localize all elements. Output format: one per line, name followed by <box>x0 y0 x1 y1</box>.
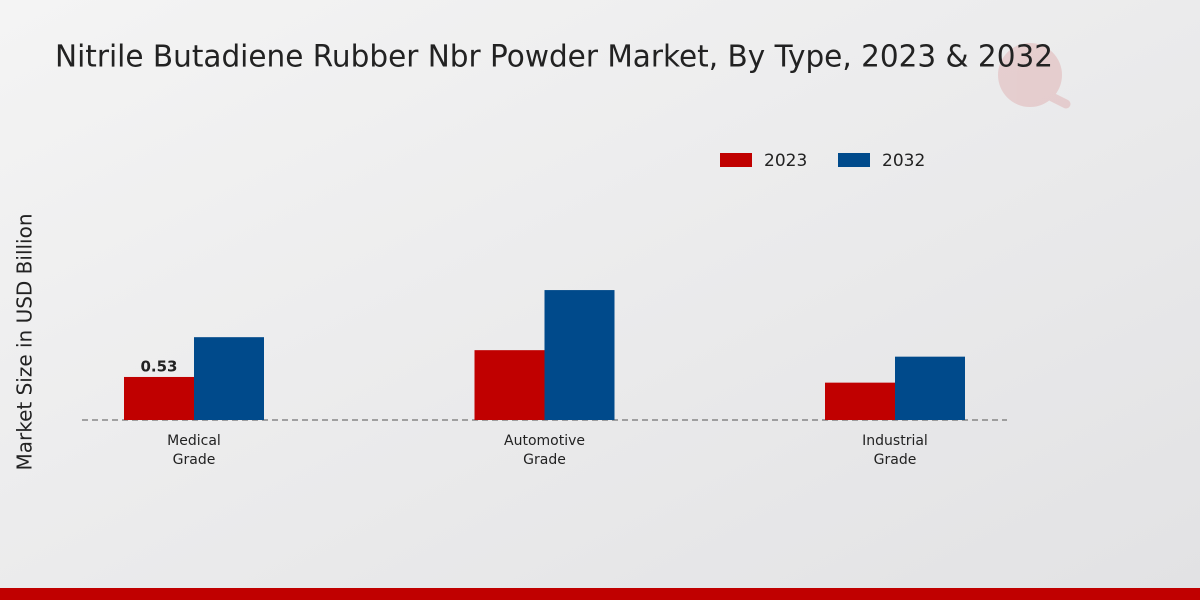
bar <box>194 337 264 420</box>
bar <box>124 376 194 420</box>
y-axis-label: Market Size in USD Billion <box>13 213 37 470</box>
data-label: 0.53 <box>140 357 177 375</box>
legend-label: 2023 <box>764 151 807 171</box>
footer-bar <box>0 588 1200 600</box>
bar <box>825 382 895 420</box>
x-tick-label: Automotive Grade <box>504 433 585 468</box>
legend-swatch <box>838 153 870 167</box>
x-tick-label: Medical Grade <box>167 433 221 468</box>
legend-label: 2032 <box>882 151 925 171</box>
bar <box>544 290 615 420</box>
chart-title: Nitrile Butadiene Rubber Nbr Powder Mark… <box>55 40 1053 75</box>
legend-swatch <box>720 153 752 167</box>
bar <box>895 356 965 420</box>
x-tick-label: Industrial Grade <box>862 433 928 468</box>
watermark <box>998 43 1071 109</box>
bar <box>474 350 545 420</box>
